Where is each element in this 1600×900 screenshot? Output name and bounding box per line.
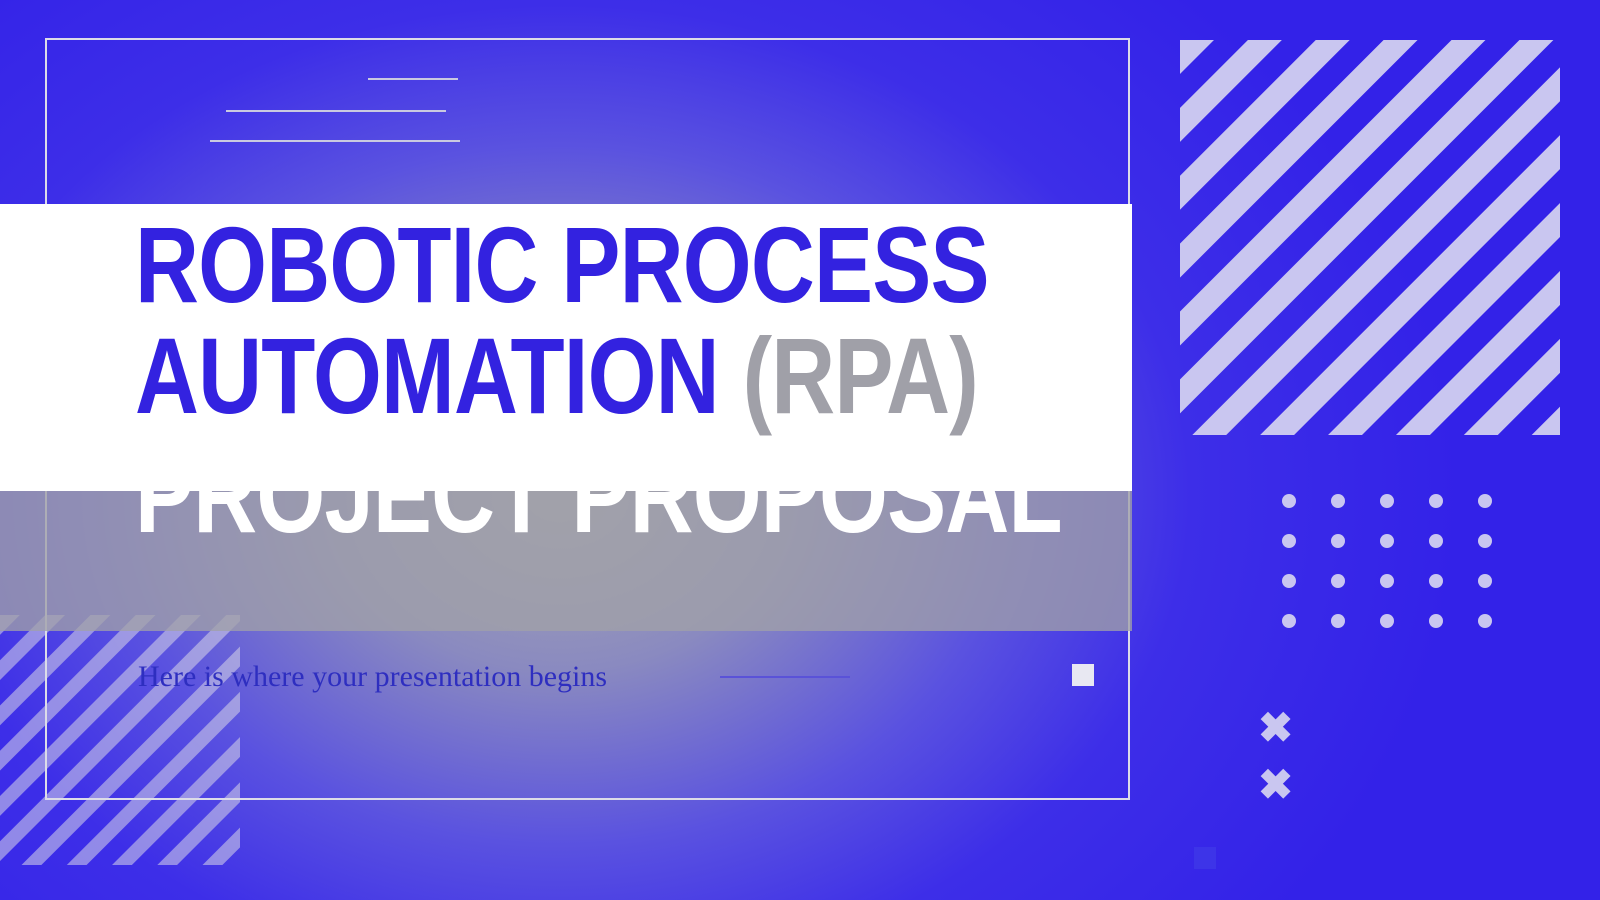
title-slide: ROBOTIC PROCESS AUTOMATION (RPA) PROJECT… [0,0,1600,900]
dot-grid [1282,494,1492,654]
title-block: ROBOTIC PROCESS AUTOMATION (RPA) PROJECT… [135,214,1265,556]
decorative-line [226,110,446,112]
decorative-line [210,140,460,142]
title-line-2a: AUTOMATION [135,315,743,436]
decorative-line [368,78,458,80]
title-line-2b: (RPA) [743,315,978,436]
title-line-2: AUTOMATION (RPA) [135,317,1062,436]
title-line-3: PROJECT PROPOSAL [135,435,1062,556]
subtitle: Here is where your presentation begins [138,660,607,694]
accent-square-white [1072,664,1094,686]
diagonal-stripes-large [1180,40,1560,435]
subtitle-underline [720,676,850,678]
accent-square-blue [1194,847,1216,869]
title-line-1: ROBOTIC PROCESS [135,214,1062,317]
x-marks: ✖✖ [1258,700,1293,813]
